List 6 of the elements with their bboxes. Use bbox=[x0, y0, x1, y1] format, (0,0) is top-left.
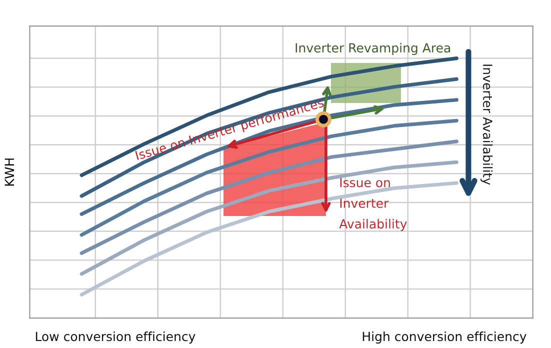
text: Low conversion efficiency bbox=[36, 332, 196, 344]
text: Inverter Revamping Area bbox=[296, 42, 450, 56]
annotation: Issue on Inverter Availability bbox=[339, 178, 407, 231]
annotation: Inverter Availability bbox=[480, 64, 493, 185]
text: High conversion efficiency bbox=[362, 332, 526, 344]
y-axis-title: KWH bbox=[4, 158, 14, 186]
